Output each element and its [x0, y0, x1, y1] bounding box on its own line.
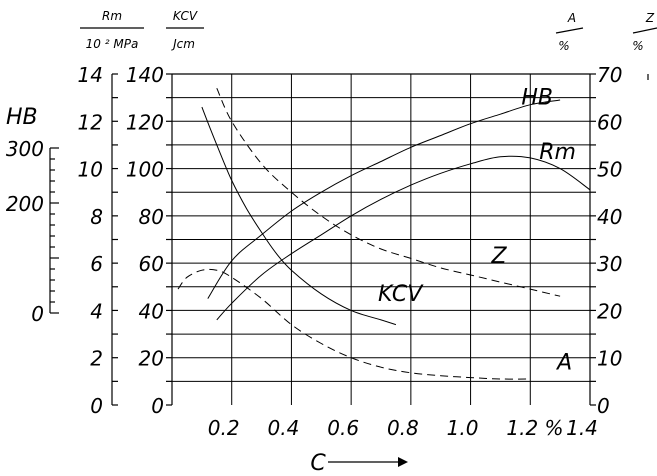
curve-a [177, 268, 531, 380]
kcv-tick-label: 0 [151, 394, 164, 418]
rm-tick-label: 12 [78, 110, 103, 134]
a-tick-label: 0 [597, 394, 610, 418]
curve-rm [216, 155, 591, 321]
a-tick-label: 20 [597, 299, 622, 323]
z-title-rule [632, 27, 657, 34]
rm-tick-label: 10 [78, 158, 103, 182]
curve-label-kcv: KCV [378, 282, 424, 307]
x-tick-label: 0.2 [208, 416, 240, 440]
a-tick-label: 70 [597, 63, 622, 87]
hb-tick-label: 300 [6, 137, 44, 161]
curve-z [216, 87, 561, 297]
a-axis-title-bottom: % [558, 39, 569, 53]
rm-tick-label: 4 [90, 299, 103, 323]
x-tick-label: 0.6 [327, 416, 359, 440]
curve-label-z: Z [490, 244, 507, 269]
x-axis-arrow-head [398, 457, 408, 467]
rm-axis-title-bottom: 10 ² MPa [86, 37, 139, 51]
rm-tick-label: 14 [78, 63, 103, 87]
x-axis-title: C [310, 451, 326, 476]
curve-kcv [201, 106, 397, 326]
kcv-tick-label: 20 [139, 347, 164, 371]
rm-tick-label: 2 [90, 347, 103, 371]
a-tick-label: 10 [597, 347, 622, 371]
a-tick-label: 30 [597, 252, 622, 276]
a-tick-label: 40 [597, 205, 622, 229]
kcv-tick-label: 100 [126, 158, 164, 182]
kcv-tick-label: 80 [139, 205, 164, 229]
kcv-axis-title-bottom: Jcm [171, 37, 195, 51]
x-tick-label: 0.8 [387, 416, 419, 440]
x-tick-label: 1.0 [447, 416, 479, 440]
labels: HB Rm KCV Z A [378, 86, 576, 376]
hb-tick-label: 200 [6, 192, 44, 216]
rm-tick-label: 6 [90, 252, 103, 276]
x-tick-label: 1.2 [506, 416, 538, 440]
grid [172, 73, 591, 405]
kcv-tick-label: 60 [139, 252, 164, 276]
kcv-tick-label: 40 [139, 299, 164, 323]
curve-label-hb: HB [521, 86, 553, 111]
rm-axis-title-top: Rm [102, 9, 122, 23]
a-tick-label: 60 [597, 110, 622, 134]
hb-axis-title: HB [6, 105, 38, 130]
rm-tick-label: 8 [90, 205, 103, 229]
x-tick-label: 0.4 [268, 416, 300, 440]
kcv-axis-title-top: KCV [173, 9, 198, 23]
a-axis-title-top: A [567, 11, 576, 25]
a-tick-label: 50 [597, 158, 622, 182]
kcv-tick-label: 140 [126, 63, 164, 87]
z-axis-title-bottom: % [632, 39, 643, 53]
x-tick-label: 1.4 [566, 416, 598, 440]
curve-hb [207, 99, 561, 299]
a-title-rule [555, 27, 584, 34]
curve-label-a: A [555, 351, 572, 376]
hb-tick-label: 0 [31, 302, 44, 326]
x-unit-label: % [544, 416, 563, 440]
rm-tick-label: 0 [90, 394, 103, 418]
curve-label-rm: Rm [539, 140, 576, 165]
curves [177, 87, 591, 380]
kcv-tick-label: 120 [126, 110, 164, 134]
z-axis-title-top: Z [645, 11, 655, 25]
